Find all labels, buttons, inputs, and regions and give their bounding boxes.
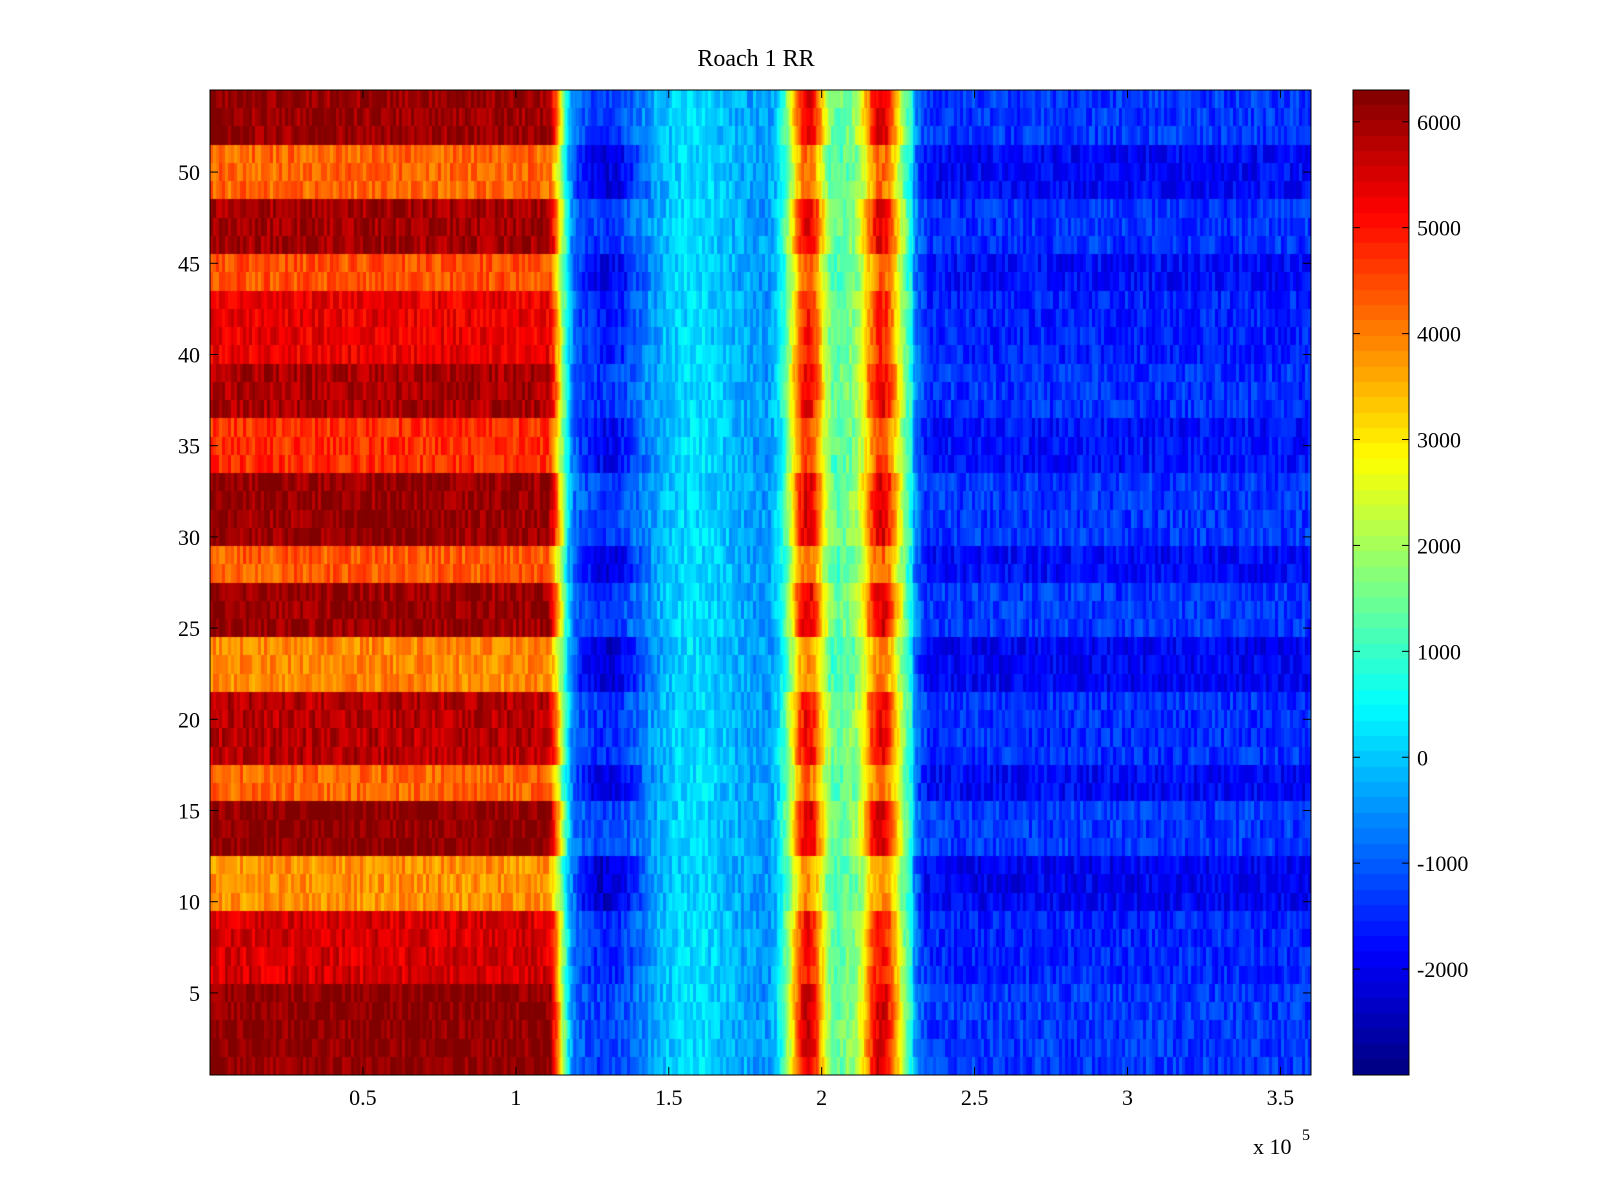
colorbar — [1353, 90, 1409, 1075]
y-tick-label: 20 — [178, 707, 200, 732]
plot-frame — [209, 89, 1312, 1076]
heatmap-image-container — [210, 90, 1311, 1075]
colorbar-tick-label: 2000 — [1417, 533, 1461, 558]
colorbar-frame — [1352, 89, 1410, 1076]
y-tick-label: 10 — [178, 890, 200, 915]
x-multiplier-label: x 10 — [1253, 1134, 1292, 1159]
x-tick-label: 3.5 — [1267, 1085, 1295, 1110]
x-tick-label: 2 — [816, 1085, 827, 1110]
y-tick-label: 50 — [178, 160, 200, 185]
x-axis: 0.5 1 1.5 2 2.5 3 3.5 — [349, 90, 1294, 1110]
y-tick-label: 45 — [178, 251, 200, 276]
y-tick-label: 5 — [189, 981, 200, 1006]
y-tick-label: 15 — [178, 799, 200, 824]
y-tick-label: 40 — [178, 342, 200, 367]
colorbar-tick-label: 0 — [1417, 745, 1428, 770]
colorbar-tick-label: 4000 — [1417, 322, 1461, 347]
y-tick-label: 25 — [178, 616, 200, 641]
colorbar-axis: 6000 5000 4000 3000 2000 1000 0 -1000 -2000 — [1353, 110, 1468, 982]
colorbar-container — [1353, 90, 1409, 1075]
x-tick-label: 3 — [1122, 1085, 1133, 1110]
colorbar-tick-label: 1000 — [1417, 639, 1461, 664]
heatmap-image — [210, 90, 1311, 1075]
colorbar-tick-label: 5000 — [1417, 216, 1461, 241]
x-multiplier-exponent: 5 — [1302, 1127, 1310, 1144]
x-tick-label: 1 — [510, 1085, 521, 1110]
y-tick-label: 30 — [178, 525, 200, 550]
chart-title: Roach 1 RR — [697, 46, 814, 72]
x-tick-label: 1.5 — [655, 1085, 683, 1110]
y-axis: 5 10 15 20 25 30 35 40 45 50 — [178, 160, 1311, 1006]
x-tick-label: 0.5 — [349, 1085, 377, 1110]
y-tick-label: 35 — [178, 434, 200, 459]
colorbar-tick-label: -1000 — [1417, 851, 1468, 876]
x-tick-label: 2.5 — [961, 1085, 989, 1110]
colorbar-tick-label: -2000 — [1417, 957, 1468, 982]
colorbar-tick-label: 3000 — [1417, 428, 1461, 453]
colorbar-tick-label: 6000 — [1417, 110, 1461, 135]
